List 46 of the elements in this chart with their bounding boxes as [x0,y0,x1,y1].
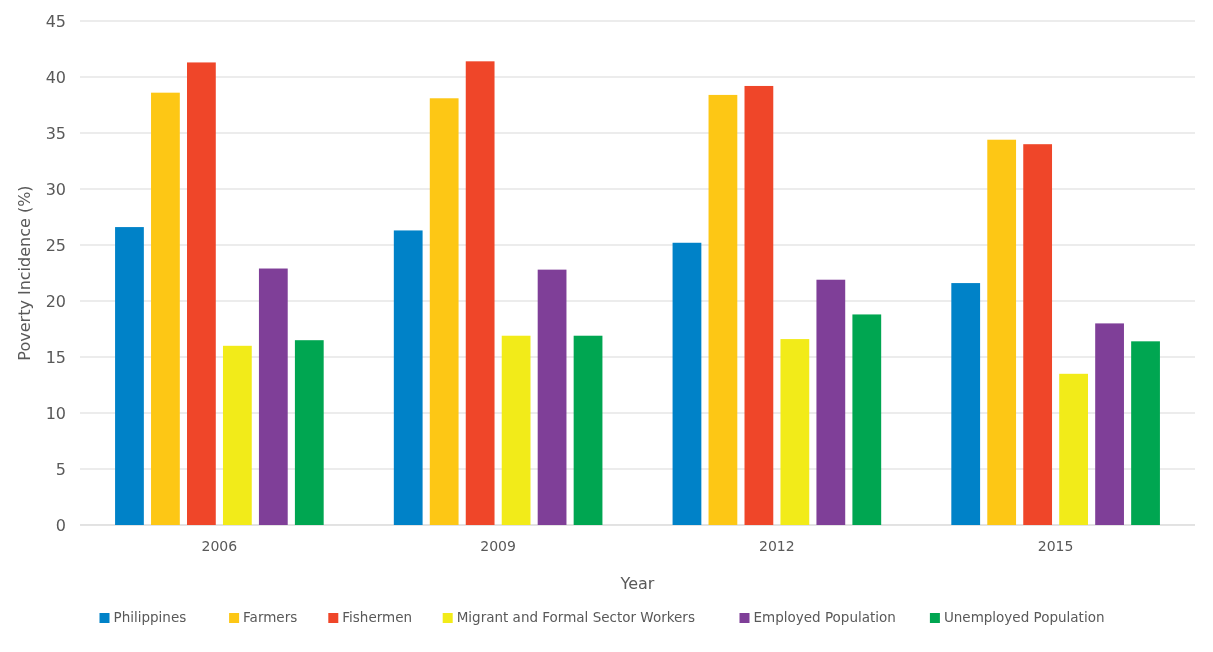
bar [501,335,531,525]
bar [573,335,603,525]
bar [187,62,216,525]
y-tick-label: 15 [45,347,66,367]
x-tick-label: 2006 [201,538,238,554]
bar [222,345,252,525]
y-tick-label: 20 [45,291,66,311]
bar [1059,373,1088,525]
bar [1131,341,1160,525]
bar [429,98,459,525]
y-tick-label: 40 [45,67,66,87]
y-tick-label: 0 [55,515,66,535]
bar [151,92,180,525]
y-tick-label: 10 [45,403,66,423]
y-axis-title: Poverty Incidence (%) [15,185,34,361]
legend-label: Employed Population [753,609,896,625]
y-tick-label: 5 [55,459,66,479]
legend-label: Farmers [243,609,298,625]
y-tick-label: 35 [45,123,66,143]
bar [258,268,288,525]
y-tick-label: 25 [45,235,66,255]
bar [393,230,423,525]
x-tick-label: 2012 [759,538,795,554]
bar [987,139,1017,525]
x-axis-title: Year [619,574,655,593]
bar [672,242,702,525]
legend-label: Fishermen [342,609,413,625]
bar [465,61,495,525]
bar [951,283,981,525]
bar [708,94,738,525]
bar [537,269,567,525]
legend-label: Philippines [113,609,187,625]
bar [744,85,774,525]
bar [115,227,144,525]
y-tick-label: 45 [45,11,66,31]
bar [780,339,810,525]
x-tick-label: 2015 [1037,538,1074,554]
legend-label: Migrant and Formal Sector Workers [456,609,695,625]
legend-label: Unemployed Population [943,609,1105,625]
bar [852,314,882,525]
bar [1095,323,1124,525]
y-tick-label: 30 [45,179,66,199]
bar [816,279,846,525]
x-tick-label: 2009 [480,538,516,554]
bar [294,340,324,525]
bar [1023,144,1053,525]
